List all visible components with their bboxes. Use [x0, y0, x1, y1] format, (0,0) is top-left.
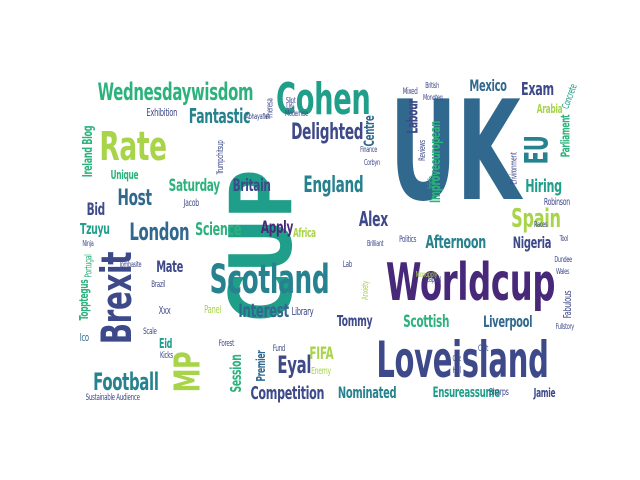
word-host: Host	[116, 186, 152, 211]
word-trumpchitsup: Trumpchitsup	[215, 139, 226, 175]
word-nominated: Nominated	[337, 383, 397, 402]
word-reviews: Reviews	[417, 139, 428, 161]
word-scale: Scale	[143, 326, 157, 337]
word-rate: Rate	[99, 124, 167, 170]
word-alex: Alex	[358, 207, 388, 231]
word-cuz: Cuz	[452, 354, 461, 363]
word-fabulous: Fabulous	[560, 290, 574, 318]
word-abhayaflex: Abhayaflex	[245, 112, 271, 121]
word-wales: Wales	[555, 267, 569, 276]
word-arabia: Arabia	[536, 102, 562, 116]
word-lab: Lab	[342, 259, 352, 270]
word-ensureassume: Ensureassume	[432, 385, 501, 401]
word-bid: Bid	[86, 199, 105, 220]
word-worldcup: Worldcup	[385, 253, 555, 313]
word-finance: Finance	[359, 145, 377, 154]
word-irish: Irish	[424, 175, 438, 189]
word-mexico: Mexico	[469, 76, 507, 95]
word-environment: Environment	[509, 151, 520, 185]
word-hiring: Hiring	[524, 176, 562, 197]
word-fullstory: Fullstory	[555, 322, 574, 331]
word-monopoly: Monopoly	[415, 270, 437, 279]
word-sustainable-audience: Sustainable Audience	[85, 392, 140, 403]
word-session: Session	[226, 353, 245, 393]
word-xxx: Xxx	[158, 303, 170, 317]
word-eid: Eid	[158, 336, 172, 352]
word-dundee: Dundee	[554, 255, 572, 264]
word-nigeria: Nigeria	[512, 233, 552, 252]
word-mp: MP	[167, 351, 209, 393]
word-mate: Mate	[155, 257, 183, 276]
word-england: England	[302, 173, 363, 198]
word-afternoon: Afternoon	[424, 232, 486, 253]
word-britain: Britain	[232, 175, 271, 196]
word-ninja: Ninja	[82, 239, 94, 248]
word-corbyn: Corbyn	[363, 158, 380, 167]
word-delighted: Delighted	[291, 120, 364, 145]
word-centre: Centre	[361, 115, 378, 147]
word-ireland-blog: Ireland Blog	[80, 125, 96, 177]
word-british: British	[425, 81, 439, 90]
word-loveisland: Loveisland	[375, 331, 549, 389]
word-parliament: Parliament	[557, 114, 572, 158]
word-library: Library	[291, 304, 313, 318]
word-eu: EU	[516, 135, 555, 165]
word-spain: Spain	[511, 204, 561, 234]
word-competition: Competition	[250, 383, 324, 404]
word-cult: Cult	[478, 343, 488, 354]
word-slipt: Slipt	[285, 96, 295, 105]
word-tzuyu: Tzuyu	[80, 219, 110, 238]
word-tommy: Tommy	[336, 311, 372, 330]
word-saturday: Saturday	[168, 175, 220, 196]
word-sharps: Sharps	[488, 387, 509, 398]
word-kicks: Kicks	[159, 350, 173, 361]
word-liverpool: Liverpool	[482, 312, 532, 331]
word-cohen: Cohen	[275, 74, 371, 125]
word-interest: Interest	[237, 299, 289, 322]
word-scottish: Scottish	[403, 311, 450, 332]
word-fifa: FIFA	[308, 343, 333, 364]
word-labour: Labour	[403, 98, 422, 134]
word-capital: Capital	[425, 275, 441, 284]
word-football: Football	[93, 368, 159, 396]
word-concrete: Concrete	[560, 82, 580, 111]
word-jacob: Jacob	[183, 198, 199, 209]
word-mixed: Mixed	[402, 86, 418, 97]
word-science: Science	[195, 219, 242, 240]
word-hal: Hal	[452, 365, 461, 376]
word-brilliant: Brilliant	[366, 239, 384, 248]
word-africa: Africa	[292, 226, 316, 240]
word-enemy: Enemy	[311, 366, 331, 377]
word-fund: Fund	[272, 343, 286, 354]
word-tool: Tool	[559, 234, 569, 243]
word-anxiety: Anxiety	[360, 280, 371, 300]
word-premier: Premier	[254, 350, 269, 382]
word-ico: Ico	[79, 330, 89, 344]
word-races: Races	[533, 220, 548, 229]
word-exhibition: Exhibition	[146, 105, 178, 119]
word-eyal: Eyal	[277, 351, 312, 379]
word-fantastic: Fantastic	[188, 104, 250, 128]
word-tombasite: Tombasite	[118, 260, 142, 269]
word-jamie: Jamie	[533, 386, 555, 400]
word-london: London	[128, 218, 189, 246]
word-brazil: Brazil	[151, 279, 165, 290]
word-modernise: Modernise	[284, 109, 308, 118]
word-monoteq: Monoteq	[422, 93, 442, 102]
word-topptegus: Topptegus	[76, 279, 91, 321]
word-robinson: Robinson	[543, 197, 570, 208]
word-forest: Forest	[218, 338, 234, 349]
word-politics: Politics	[398, 234, 416, 245]
word-uk: UK	[389, 71, 521, 232]
word-panel: Panel	[203, 302, 221, 316]
word-wednesdaywisdom: Wednesdaywisdom	[97, 78, 253, 106]
word-exam: Exam	[520, 79, 554, 100]
word-unique: Unique	[109, 168, 138, 182]
word-uni: Uni	[286, 102, 294, 111]
word-improveeuropean: Improveeuropean	[428, 120, 445, 204]
word-portugal: Portugal	[83, 254, 95, 278]
word-apply: Apply	[260, 217, 294, 238]
word-scotland: Scotland	[209, 257, 329, 303]
